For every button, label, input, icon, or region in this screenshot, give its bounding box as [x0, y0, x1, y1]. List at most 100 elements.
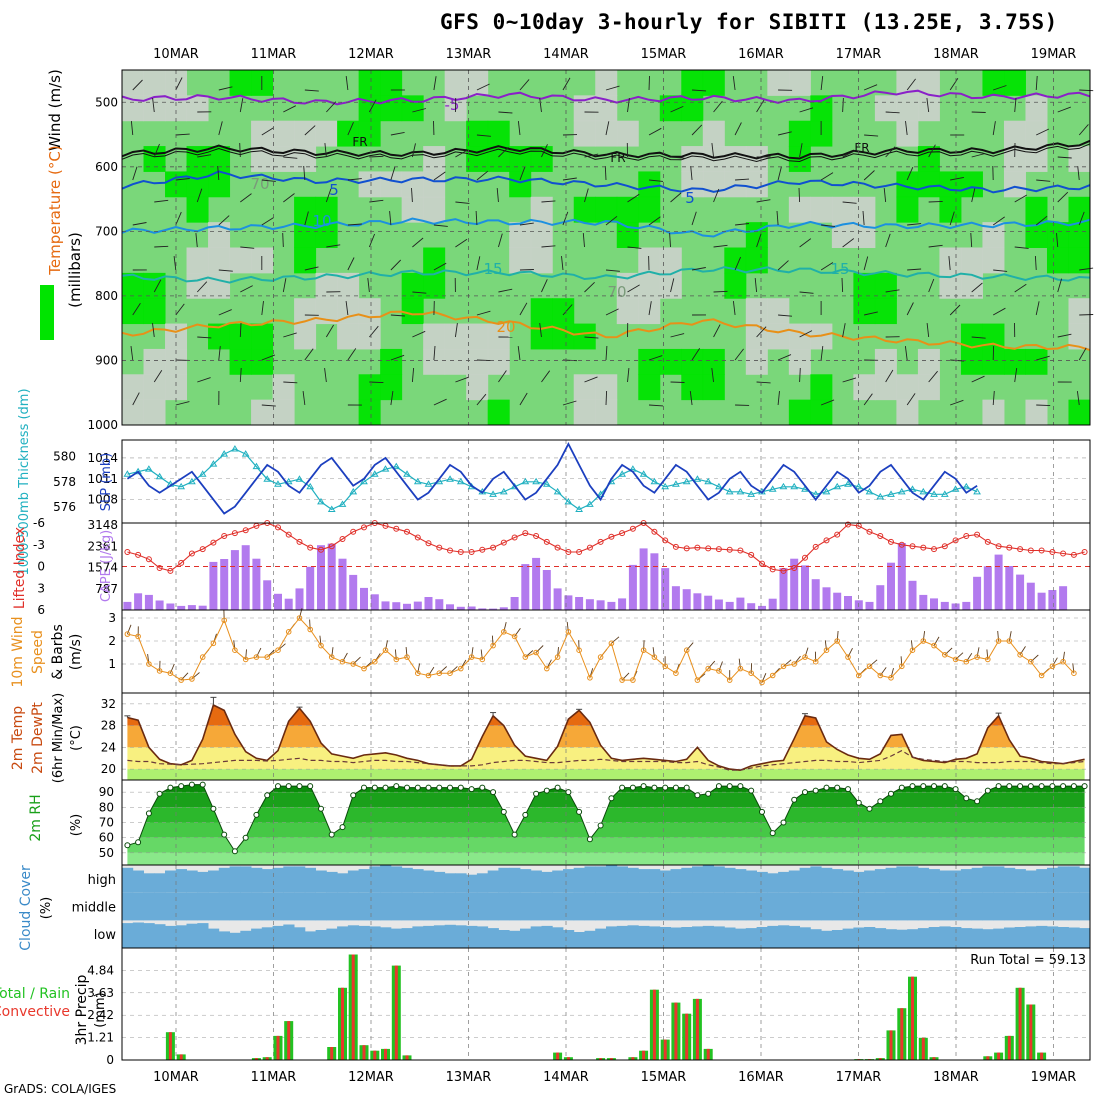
wind-barb	[539, 98, 542, 113]
rh-cell	[1025, 399, 1048, 426]
cloud-bar	[724, 867, 736, 893]
li-point	[974, 531, 981, 538]
wind-barb	[480, 649, 483, 660]
precip-convective-bar	[384, 1048, 387, 1060]
cloud-bar	[390, 866, 403, 893]
cloud-bar	[917, 892, 930, 921]
cloud-bar	[756, 927, 768, 948]
rh-cell	[745, 247, 768, 274]
rh-cell	[573, 323, 596, 350]
rh-cell	[917, 374, 940, 401]
cape-bar	[123, 601, 132, 610]
cloud-bar	[853, 927, 865, 948]
wind-point	[1049, 663, 1056, 670]
run-total-label: Run Total = 59.13	[970, 953, 1086, 968]
wind-barb	[605, 345, 608, 361]
contour-label: FR	[610, 151, 625, 165]
wind-point	[866, 663, 873, 670]
wind-barb	[438, 666, 448, 674]
wind-point	[877, 672, 884, 679]
cloud-bar	[208, 870, 220, 893]
cape-bar	[542, 570, 551, 610]
li-point	[608, 533, 615, 540]
panel-frame	[121, 609, 1091, 694]
cloud-bar	[896, 892, 908, 921]
wind-point	[823, 647, 830, 654]
rh-cell	[294, 196, 317, 223]
wind-barb	[992, 390, 995, 406]
wind-barb	[761, 673, 767, 683]
wind-barb	[153, 143, 160, 158]
li-point	[522, 530, 529, 537]
cloud-bar	[369, 926, 381, 948]
cloud-bar	[530, 926, 542, 948]
wind-barb	[326, 244, 341, 248]
rh-cell	[509, 222, 532, 248]
cloud-bar	[1047, 926, 1059, 948]
cloud-bar	[928, 927, 940, 948]
wind-barb	[949, 304, 961, 316]
cloud-bar	[197, 923, 209, 948]
rh-cell	[896, 399, 919, 426]
wind-barb	[652, 647, 655, 658]
cloud-bar	[304, 892, 316, 921]
wind-barb	[218, 309, 232, 316]
cape-bar	[1026, 582, 1035, 610]
thickness-point	[553, 487, 562, 495]
wind-barb	[993, 269, 1008, 272]
axis-label-wind10: 10m Wind	[10, 616, 26, 687]
wind-barb	[476, 134, 491, 137]
cloud-bar	[982, 929, 994, 948]
rh-point	[748, 787, 755, 794]
cloud-bar	[767, 873, 779, 893]
wind-point	[221, 617, 227, 624]
wind-barb	[239, 98, 244, 113]
rh-point	[479, 784, 486, 791]
rh-cell	[939, 247, 962, 274]
cloud-bar	[358, 925, 370, 948]
wind-barb	[302, 391, 306, 406]
cape-bar	[940, 601, 949, 610]
rh-cell	[767, 298, 790, 325]
cloud-bar	[175, 869, 187, 893]
wind-barb	[196, 188, 203, 203]
rh-cell	[917, 348, 940, 375]
thickness-point	[274, 480, 282, 487]
precip-convective-bar	[642, 1050, 646, 1060]
rh-point	[361, 784, 367, 791]
cloud-bar	[713, 926, 725, 948]
rh-cell	[638, 247, 661, 274]
wind-barb	[303, 165, 306, 181]
wind-barb	[1014, 246, 1029, 249]
wind-barb	[180, 672, 189, 681]
wind-barb	[670, 105, 684, 113]
cape-bar	[284, 598, 293, 610]
wind-barb	[218, 346, 221, 361]
wind-barb	[475, 210, 478, 226]
axis-label-cloud-unit: (%)	[39, 897, 54, 920]
cloud-bar	[831, 869, 844, 893]
li-point	[619, 530, 626, 537]
date-label-top: 17MAR	[836, 47, 882, 62]
li-point	[586, 544, 593, 551]
wind-barb	[433, 262, 447, 271]
cloud-bar	[412, 869, 424, 893]
rh-cell	[960, 247, 983, 274]
rh-point	[812, 787, 819, 794]
cape-bar	[618, 598, 627, 610]
cloud-bar	[283, 924, 295, 948]
cape-bar	[166, 603, 175, 610]
wind-barb	[433, 76, 437, 91]
wind-point	[458, 665, 464, 672]
cape-bar	[908, 580, 917, 610]
li-tick: -6	[33, 516, 45, 530]
li-point	[952, 537, 959, 544]
cape-bar	[650, 553, 659, 610]
cloud-bar	[240, 892, 252, 921]
wind-barb	[711, 368, 715, 383]
rh-point	[705, 790, 712, 797]
rh-point	[275, 783, 281, 790]
cloud-bar	[563, 930, 575, 948]
wind-point	[974, 654, 980, 660]
cape-bar	[876, 585, 885, 610]
